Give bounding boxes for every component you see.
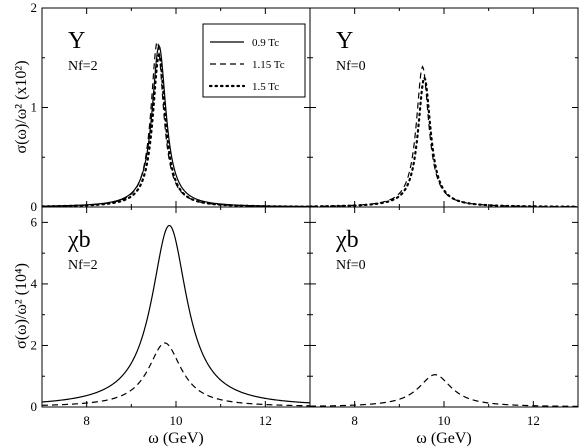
y-tick-label: 1 xyxy=(31,100,38,115)
nf-label: Nf=0 xyxy=(336,59,366,74)
series-line-dotted xyxy=(42,51,310,207)
panel-bottom-right: 8 10 12 χb Nf=0 xyxy=(309,206,579,428)
x-axis-label-left: ω (GeV) xyxy=(148,430,203,447)
x-tick-label: 10 xyxy=(438,413,451,428)
particle-label: Υ xyxy=(336,28,353,54)
panel-top-left: 0 1 2 Υ Nf=2 xyxy=(31,0,311,214)
y-tick-label: 4 xyxy=(31,276,38,291)
legend-label-0: 0.9 Tc xyxy=(252,37,279,49)
y-tick-label: 6 xyxy=(31,214,38,229)
x-tick-label: 12 xyxy=(259,413,272,428)
y-tick-label: 2 xyxy=(31,337,38,352)
nf-label: Nf=0 xyxy=(336,258,366,273)
nf-label: Nf=2 xyxy=(68,258,98,273)
particle-label: χb xyxy=(67,227,91,253)
x-tick-label: 10 xyxy=(170,413,183,428)
x-axis-label-right: ω (GeV) xyxy=(416,430,471,447)
nf-label: Nf=2 xyxy=(68,59,98,74)
y-axis-label-bottom: σ(ω)/ω² (10⁴) xyxy=(13,263,30,349)
x-tick-label: 8 xyxy=(351,413,358,428)
particle-label: χb xyxy=(335,227,359,253)
series-line-dashed xyxy=(42,342,310,407)
legend: 0.9 Tc 1.15 Tc 1.5 Tc xyxy=(202,23,306,98)
y-axis-label-top: σ(ω)/ω² (x10²) xyxy=(13,60,30,153)
legend-label-2: 1.5 Tc xyxy=(252,81,279,93)
legend-label-1: 1.15 Tc xyxy=(252,59,285,71)
y-tick-label: 2 xyxy=(31,0,38,15)
x-tick-label: 8 xyxy=(83,413,90,428)
legend-box xyxy=(202,23,306,98)
y-tick-label: 0 xyxy=(31,399,38,414)
particle-label: Υ xyxy=(68,28,85,54)
panel-bottom-left: 8 10 12 0 2 4 6 χb Nf=2 xyxy=(31,206,311,428)
series-line-dotted xyxy=(310,75,578,207)
x-tick-label: 12 xyxy=(527,413,540,428)
series-line-solid xyxy=(42,224,310,404)
y-tick-label: 0 xyxy=(31,199,38,214)
series-line-dashed xyxy=(310,374,578,407)
series-line-dashed xyxy=(310,65,578,207)
panel-top-right: Υ Nf=0 xyxy=(309,7,579,208)
